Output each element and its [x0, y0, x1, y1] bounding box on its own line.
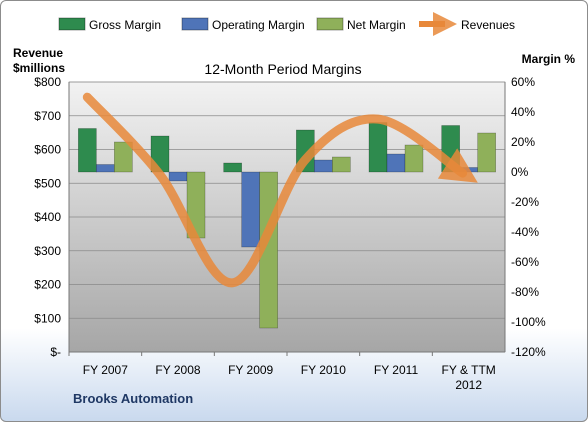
company-name: Brooks Automation [73, 391, 193, 406]
x-tick-label: FY 2011 [374, 363, 419, 377]
legend-label-operating-margin: Operating Margin [212, 18, 305, 32]
right-tick-label: -100% [511, 315, 546, 329]
right-tick-label: -60% [511, 255, 539, 269]
left-tick-label: $200 [34, 278, 61, 292]
bar-net-margin [477, 132, 496, 173]
left-tick-label: $700 [34, 109, 61, 123]
bar-operating-margin [96, 164, 115, 173]
bar-gross-margin [223, 162, 242, 173]
left-axis-label-line1: Revenue [13, 46, 63, 60]
right-tick-label: 0% [511, 165, 529, 179]
legend-label-revenues: Revenues [461, 18, 515, 32]
bar-net-margin [404, 144, 424, 173]
right-tick-label: -80% [511, 285, 539, 299]
bar-gross-margin [78, 128, 97, 173]
revenue-line-layer [82, 92, 478, 288]
bar-net-margin [114, 141, 133, 173]
chart-title: 12-Month Period Margins [204, 61, 361, 77]
x-tick-label: FY & TTM [442, 363, 496, 377]
right-tick-label: 60% [511, 75, 535, 89]
legend: Gross Margin Operating Margin Net Margin Re… [58, 12, 515, 36]
right-axis-label: Margin % [522, 52, 576, 66]
left-axis-label-line2: $millions [13, 61, 65, 75]
x-tick-label: 2012 [455, 378, 482, 392]
left-tick-label: $- [50, 345, 61, 359]
left-tick-label: $600 [34, 143, 61, 157]
left-tick-label: $500 [34, 176, 61, 190]
right-tick-label: -40% [511, 225, 539, 239]
legend-swatch-gross-margin [58, 17, 86, 31]
revenues-line [82, 92, 478, 288]
left-tick-label: $100 [34, 311, 61, 325]
bar-operating-margin [386, 153, 406, 173]
bar-net-margin [332, 156, 351, 173]
legend-label-net-margin: Net Margin [347, 18, 406, 32]
bar-operating-margin [314, 159, 333, 173]
x-tick-label: FY 2009 [228, 363, 273, 377]
left-tick-label: $800 [34, 75, 61, 89]
left-tick-label: $300 [34, 244, 61, 258]
x-tick-label: FY 2010 [301, 363, 346, 377]
right-tick-label: 40% [511, 105, 535, 119]
bar-operating-margin [241, 171, 260, 248]
legend-swatch-operating-margin [181, 17, 209, 31]
x-axis: FY 2007 FY 2008 FY 2009 FY 2010 FY 2011 FY & … [68, 351, 505, 392]
right-tick-label: -20% [511, 195, 539, 209]
x-tick-label: FY 2008 [155, 363, 200, 377]
left-tick-label: $400 [34, 210, 61, 224]
right-axis: -120% -100% -80% -60% -40% -20% 0% 20% 40% 60% [504, 75, 546, 359]
bar-operating-margin [168, 171, 188, 182]
right-tick-label: 20% [511, 135, 535, 149]
x-tick-label: FY 2007 [83, 363, 128, 377]
left-axis: $- $100 $200 $300 $400 $500 $600 $700 $800 [34, 75, 70, 359]
legend-swatch-net-margin [316, 17, 344, 31]
legend-label-gross-margin: Gross Margin [89, 18, 161, 32]
bar-gross-margin [368, 122, 388, 173]
right-tick-label: -120% [511, 345, 546, 359]
